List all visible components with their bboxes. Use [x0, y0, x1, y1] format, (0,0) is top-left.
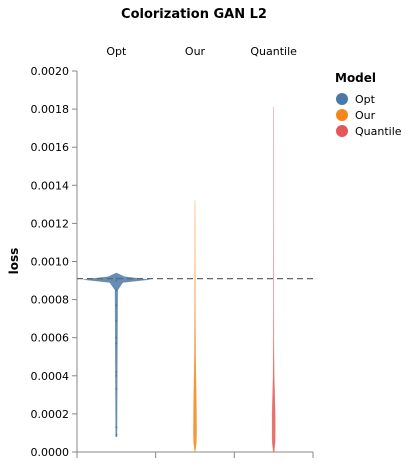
data-point-opt-9 [115, 289, 118, 292]
data-point-opt-5 [115, 342, 118, 345]
legend-label-quantile: Quantile [355, 125, 402, 138]
data-point-opt-7 [115, 319, 118, 322]
y-tick-label-2: 0.0004 [31, 370, 70, 383]
chart-title: Colorization GAN L2 [121, 7, 267, 22]
violin-our [193, 200, 197, 453]
violin-opt [83, 272, 150, 437]
data-point-opt-8 [115, 304, 118, 307]
facet-label-quantile: Quantile [250, 45, 297, 58]
y-tick-label-6: 0.0012 [31, 217, 70, 230]
data-point-opt-4 [115, 371, 118, 373]
y-axis-label: loss [7, 248, 21, 275]
data-point-opt-2 [115, 388, 118, 391]
facet-label-opt: Opt [106, 45, 127, 58]
data-point-opt-3 [115, 374, 118, 377]
legend-label-our: Our [355, 109, 376, 122]
legend-swatch-quantile [336, 125, 348, 137]
y-tick-label-9: 0.0018 [31, 103, 70, 116]
violin-quantile [271, 107, 276, 453]
data-point-opt-11 [115, 277, 118, 280]
y-tick-label-5: 0.0010 [31, 256, 70, 269]
y-tick-label-3: 0.0006 [31, 332, 70, 345]
facet-label-our: Our [185, 45, 206, 58]
y-tick-label-7: 0.0014 [31, 179, 70, 192]
legend-swatch-our [336, 109, 348, 121]
data-point-opt-10 [115, 279, 118, 282]
legend-label-opt: Opt [355, 93, 376, 106]
plot-area: 0.0000 0.0002 0.0004 0.0006 0.0008 0.0010 0.00… [31, 45, 314, 459]
data-point-opt-0 [115, 433, 118, 436]
y-tick-label-1: 0.0002 [31, 408, 70, 421]
y-tick-label-4: 0.0008 [31, 294, 70, 307]
y-tick-label-10: 0.0020 [31, 65, 70, 78]
data-point-opt-6 [115, 336, 118, 339]
legend-title: Model [335, 71, 376, 85]
data-point-opt-1 [115, 426, 118, 429]
y-tick-label-8: 0.0016 [31, 141, 70, 154]
legend: Opt Our Quantile [336, 93, 402, 138]
legend-swatch-opt [336, 93, 348, 105]
y-tick-label-0: 0.0000 [31, 446, 70, 459]
